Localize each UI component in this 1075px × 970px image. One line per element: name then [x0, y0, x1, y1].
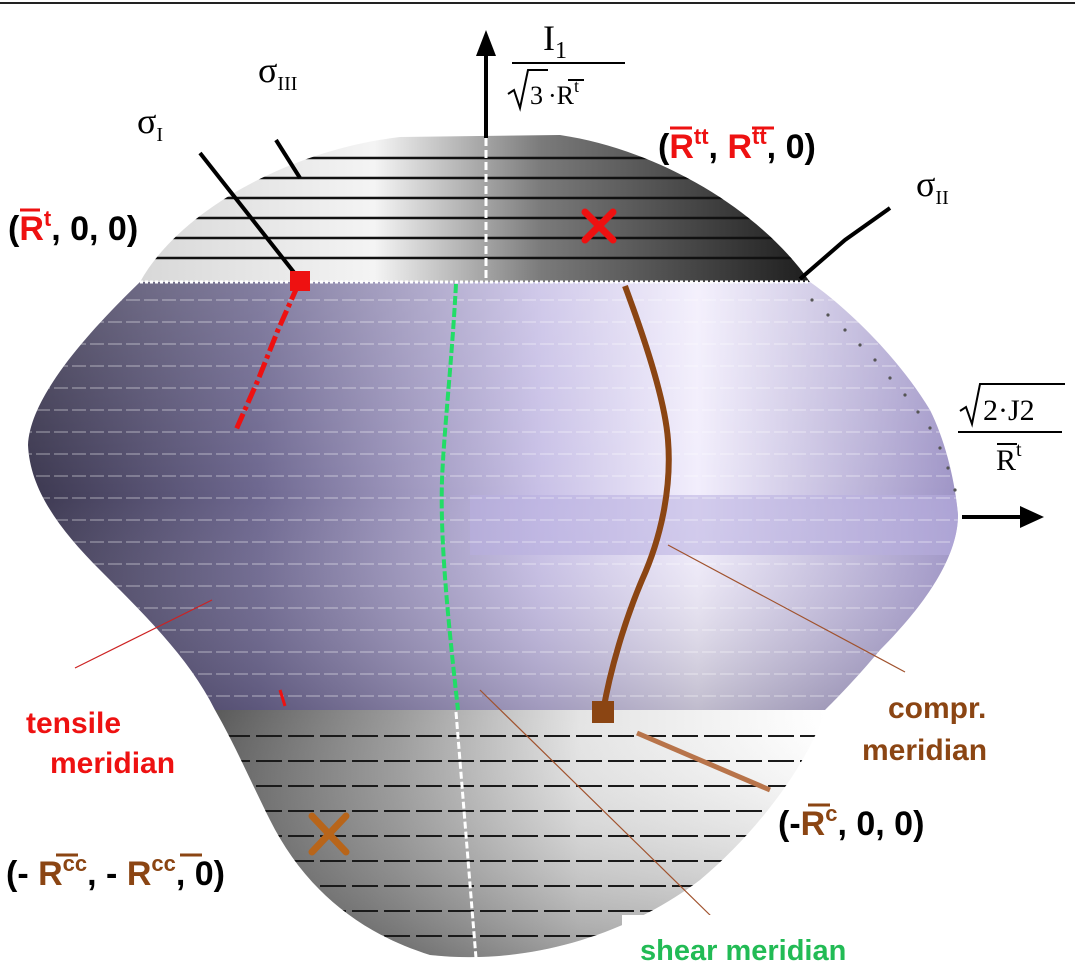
shear-label-background [622, 915, 922, 970]
sigma-2-axis [798, 206, 892, 281]
compr-meridian-label-line1: compr. [888, 692, 986, 725]
biaxial-tension-x-marker [581, 208, 617, 244]
shear-meridian-label: shear meridian [640, 935, 846, 967]
surface-top-cap [140, 135, 810, 284]
tensile-leader [74, 599, 213, 669]
biaxial-compression-point-label: (- Rcc, - Rcc, 0) [6, 851, 225, 893]
svg-text:(Rtt, Rtt, 0): (Rtt, Rtt, 0) [658, 124, 816, 166]
biaxial-tension-point-label: (Rtt, Rtt, 0) [658, 124, 816, 166]
svg-text:(-Rc, 0, 0): (-Rc, 0, 0) [778, 801, 924, 843]
tensile-point-label: (Rt, 0, 0) [8, 206, 138, 248]
svg-text:(- Rcc, - Rcc, 0): (- Rcc, - Rcc, 0) [6, 851, 225, 893]
biaxial-compression-x-marker [308, 812, 350, 856]
sigma-3-axis [274, 138, 302, 180]
sigma-1-label: σI [137, 101, 163, 146]
tensile-meridian-label-line2: meridian [50, 747, 175, 780]
compr-meridian-label-line2: meridian [862, 734, 987, 767]
svg-text:Rt: Rt [996, 439, 1022, 477]
svg-text:3: 3 [530, 81, 543, 110]
tensile-point-marker [290, 271, 310, 291]
edge-dots [810, 298, 957, 492]
svg-text:2·J2: 2·J2 [983, 394, 1035, 427]
tensile-meridian-line [233, 283, 301, 432]
tensile-tick [278, 689, 287, 707]
compr-meridian-line [600, 284, 672, 713]
svg-text:I1: I1 [543, 18, 567, 64]
horizontal-axis-label: 2·J2 Rt [958, 383, 1065, 477]
shear-leader [479, 689, 714, 919]
compr-point-marker [592, 701, 614, 723]
sigma-2-label: σII [916, 164, 949, 209]
hydrostatic-axis [476, 30, 496, 138]
compr-leader [667, 544, 906, 673]
sigma-1-axis [198, 151, 302, 282]
deviatoric-axis [962, 506, 1044, 528]
surface-bottom-cap [215, 710, 825, 959]
svg-text:·Rt: ·Rt [548, 76, 579, 110]
sigma-3-label: σIII [258, 50, 297, 95]
compression-point-leader [636, 730, 771, 793]
shear-meridian-line [439, 283, 460, 711]
surface-middle [28, 282, 958, 710]
compression-point-label: (-Rc, 0, 0) [778, 801, 924, 843]
vertical-axis-label: I1 3 ·Rt [507, 18, 625, 112]
svg-text:(Rt, 0, 0): (Rt, 0, 0) [8, 206, 138, 248]
tensile-meridian-label-line1: tensile [26, 707, 121, 740]
